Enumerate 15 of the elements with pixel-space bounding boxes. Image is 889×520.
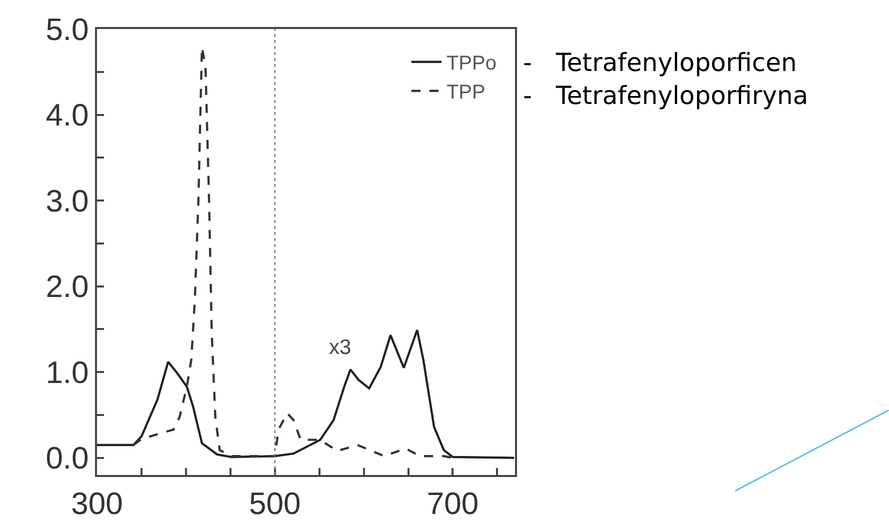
text: - Tetrafenyloporficen [523, 48, 797, 77]
y-tick-label: 0.0 [46, 440, 89, 476]
x-tick-label: 300 [71, 486, 123, 520]
y-tick-label: 1.0 [46, 354, 89, 390]
y-tick-label: 3.0 [46, 183, 89, 218]
line-series [97, 328, 515, 459]
y-tick-label: 5.0 [46, 12, 89, 47]
x-tick-label: 500 [249, 486, 301, 520]
y-tick-label: 2.0 [46, 269, 89, 304]
y-tick-label: 4.0 [46, 98, 89, 133]
x-tick-label: 700 [426, 486, 479, 520]
legend-label: TPP [446, 82, 486, 104]
text: - Tetrafenyloporfiryna [523, 81, 808, 110]
legend-label: TPPo [446, 52, 496, 75]
annotation: x3 [329, 336, 352, 359]
